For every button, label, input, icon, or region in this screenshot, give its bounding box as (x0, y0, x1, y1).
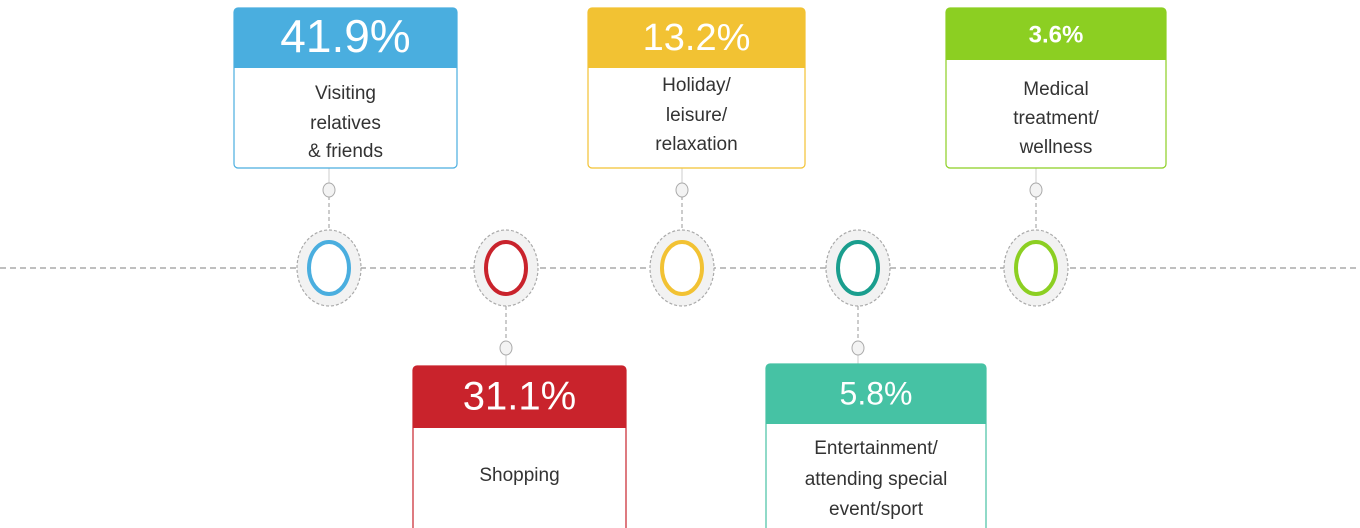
description: event/sport (829, 499, 924, 520)
node-ring (660, 240, 704, 296)
description: attending special (805, 469, 948, 490)
card-header (766, 364, 986, 424)
connector-dot (322, 182, 336, 198)
connector-dot (499, 340, 513, 356)
percentage: 5.8% (840, 375, 913, 411)
description: Holiday/ (662, 75, 731, 96)
percentage: 13.2% (643, 17, 751, 59)
description: relatives (310, 113, 381, 134)
percentage: 31.1% (463, 375, 576, 419)
description: Shopping (479, 465, 559, 486)
description: relaxation (655, 134, 737, 155)
description: & friends (308, 141, 383, 162)
percentage: 41.9% (280, 10, 410, 62)
node-ring (484, 240, 528, 296)
card-header (234, 8, 457, 68)
description: Medical (1023, 79, 1088, 100)
description: leisure/ (666, 105, 728, 126)
description: wellness (1019, 137, 1093, 158)
connector-dot (675, 182, 689, 198)
connector-dot (1029, 182, 1043, 198)
card-header (588, 8, 805, 68)
card-header (413, 366, 626, 428)
description: Visiting (315, 83, 376, 104)
node-ring (307, 240, 351, 296)
node-ring (836, 240, 880, 296)
connector-dot (851, 340, 865, 356)
node-ring (1014, 240, 1058, 296)
card-header (946, 8, 1166, 60)
percentage: 3.6% (1029, 21, 1084, 48)
description: treatment/ (1013, 108, 1099, 129)
description: Entertainment/ (814, 438, 938, 459)
